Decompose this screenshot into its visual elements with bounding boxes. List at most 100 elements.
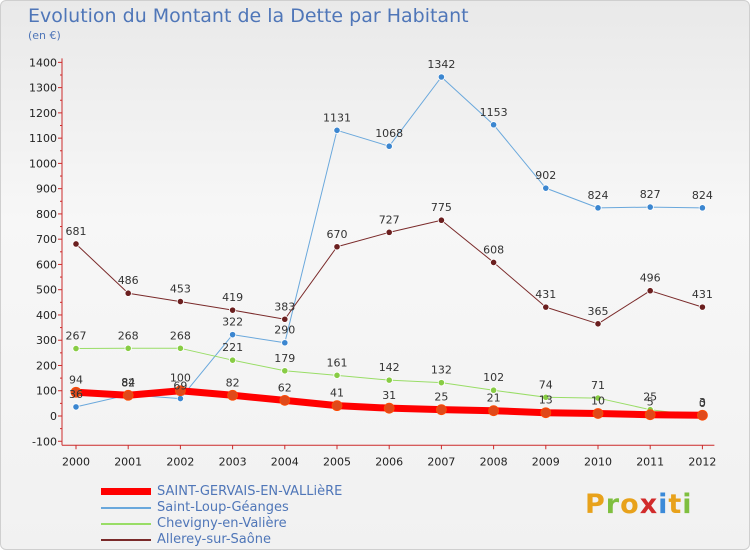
x-tick-label: 2007: [427, 455, 455, 468]
data-label: 383: [274, 300, 295, 313]
data-label: 681: [66, 225, 87, 238]
data-point: [383, 402, 395, 414]
y-tick-label: 1000: [29, 157, 57, 170]
data-point: [174, 385, 186, 397]
data-label: 268: [118, 329, 139, 342]
data-point: [542, 303, 550, 311]
data-point: [333, 243, 341, 251]
x-tick-label: 2011: [636, 455, 664, 468]
data-label: 179: [274, 352, 295, 365]
data-label: 102: [483, 371, 504, 384]
data-label: 161: [327, 356, 348, 369]
data-label: 142: [379, 361, 400, 374]
data-label: 1153: [480, 106, 508, 119]
data-label: 431: [692, 288, 713, 301]
data-label: 84: [121, 376, 135, 389]
data-point: [229, 356, 237, 364]
data-label: 41: [330, 387, 344, 400]
x-tick-label: 2004: [271, 455, 299, 468]
data-point: [176, 394, 184, 403]
data-point: [385, 376, 393, 384]
data-point: [385, 142, 393, 150]
data-point: [489, 258, 498, 267]
data-label: 82: [121, 376, 135, 389]
logo-letter: x: [639, 489, 659, 520]
x-tick-label: 2006: [375, 455, 403, 468]
data-point: [489, 386, 498, 394]
data-label: 0: [699, 397, 706, 410]
y-tick-label: 800: [36, 208, 57, 221]
data-label: 82: [226, 376, 240, 389]
data-label: 36: [69, 388, 83, 401]
data-point: [124, 344, 132, 352]
data-point: [227, 389, 239, 401]
y-tick-label: 1400: [29, 56, 57, 69]
data-point: [646, 203, 654, 211]
data-point: [435, 404, 447, 416]
data-label: 94: [69, 373, 83, 386]
data-label: 827: [640, 188, 661, 201]
data-point: [488, 405, 500, 417]
data-point: [70, 386, 82, 398]
x-tick-label: 2003: [219, 455, 247, 468]
x-tick-label: 2010: [584, 455, 612, 468]
y-tick-label: 1100: [29, 132, 57, 145]
data-label: 608: [483, 243, 504, 256]
data-point: [697, 409, 708, 421]
data-point: [72, 403, 80, 411]
data-point: [122, 389, 134, 401]
x-tick-label: 2012: [688, 455, 716, 468]
data-label: 267: [66, 330, 87, 343]
data-label: 25: [434, 391, 448, 404]
data-label: 824: [588, 189, 609, 202]
data-label: 13: [539, 394, 553, 407]
y-tick-label: 400: [36, 309, 57, 322]
data-label: 3: [699, 396, 706, 409]
data-point: [279, 394, 291, 406]
data-point: [385, 228, 393, 236]
data-label: 1068: [375, 127, 403, 140]
data-label: 727: [379, 213, 400, 226]
data-point: [540, 407, 552, 419]
data-point: [176, 344, 184, 352]
logo-letter: P: [585, 489, 606, 520]
proxiti-logo: Proxiti: [585, 489, 693, 520]
data-point: [644, 409, 656, 421]
data-label: 100: [170, 372, 191, 385]
data-point: [594, 320, 602, 328]
data-label: 221: [222, 341, 243, 354]
data-point: [489, 121, 498, 129]
logo-letter: t: [668, 489, 683, 520]
y-tick-label: 100: [36, 385, 57, 398]
data-point: [331, 400, 343, 412]
data-label: 365: [588, 305, 609, 318]
data-label: 902: [535, 169, 556, 182]
x-tick-label: 2000: [62, 455, 90, 468]
data-label: 453: [170, 283, 191, 296]
x-tick-label: 2009: [532, 455, 560, 468]
data-label: 1131: [323, 111, 351, 124]
data-label: 25: [643, 391, 657, 404]
data-point: [229, 331, 237, 339]
data-point: [229, 306, 237, 314]
data-point: [333, 371, 341, 379]
data-point: [72, 344, 80, 353]
y-tick-label: 900: [36, 183, 57, 196]
y-tick-label: 500: [36, 284, 57, 297]
logo-letter: r: [605, 489, 621, 520]
y-tick-label: -100: [32, 435, 57, 448]
data-label: 5: [647, 396, 654, 409]
chart-title: Evolution du Montant de la Dette par Hab…: [28, 5, 469, 27]
data-point: [592, 408, 604, 419]
data-label: 1342: [427, 58, 455, 71]
legend-swatch: [101, 507, 151, 509]
x-tick-label: 2001: [114, 455, 142, 468]
data-point: [542, 393, 550, 401]
data-label: 431: [535, 288, 556, 301]
data-point: [437, 379, 445, 387]
data-label: 419: [222, 291, 243, 304]
data-label: 775: [431, 201, 452, 214]
legend-swatch: [101, 523, 151, 525]
legend-label: SAINT-GERVAIS-EN-VALLièRE: [157, 484, 343, 499]
